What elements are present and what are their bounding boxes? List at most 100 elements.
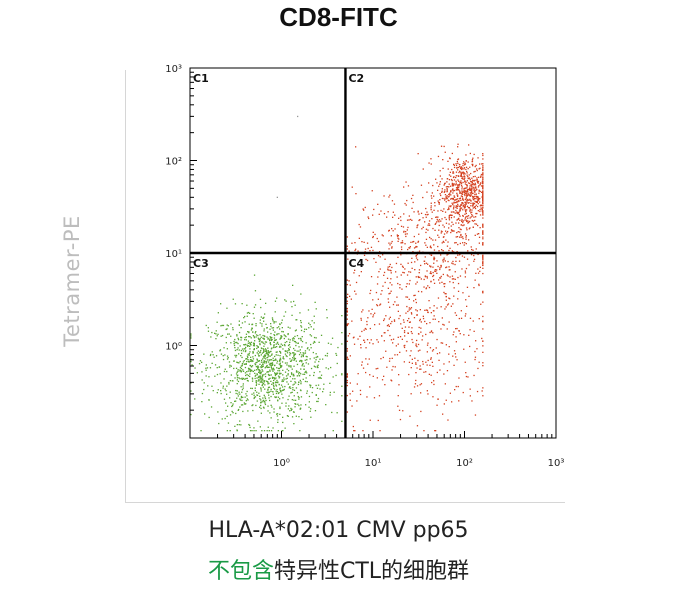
data-point bbox=[448, 186, 450, 188]
data-point bbox=[310, 416, 312, 418]
data-point bbox=[235, 373, 238, 375]
data-point bbox=[451, 278, 454, 280]
data-point bbox=[456, 212, 458, 214]
data-point bbox=[461, 255, 464, 257]
data-point bbox=[274, 372, 276, 374]
data-point bbox=[273, 379, 275, 382]
data-point bbox=[238, 424, 240, 426]
data-point bbox=[251, 393, 253, 395]
data-point bbox=[478, 242, 480, 244]
data-point bbox=[430, 158, 432, 160]
data-point bbox=[346, 311, 348, 313]
data-point bbox=[364, 251, 366, 253]
data-point bbox=[366, 323, 368, 326]
data-point bbox=[388, 325, 390, 327]
data-point bbox=[379, 251, 381, 253]
data-point bbox=[474, 219, 476, 222]
data-point bbox=[370, 289, 372, 292]
data-point bbox=[390, 272, 392, 274]
data-point bbox=[266, 336, 268, 338]
data-point bbox=[445, 293, 447, 295]
data-point bbox=[471, 219, 473, 222]
data-point bbox=[279, 350, 281, 353]
data-point bbox=[391, 369, 393, 371]
data-point bbox=[473, 189, 475, 192]
data-point bbox=[465, 235, 467, 237]
data-point bbox=[298, 346, 300, 348]
data-point bbox=[404, 202, 406, 205]
data-point bbox=[471, 177, 473, 179]
data-point bbox=[257, 366, 259, 369]
data-point bbox=[415, 276, 417, 278]
data-point bbox=[244, 403, 246, 405]
data-point bbox=[425, 207, 427, 210]
data-point bbox=[346, 376, 348, 378]
data-point bbox=[329, 391, 331, 394]
data-point bbox=[279, 406, 281, 408]
data-point bbox=[271, 354, 273, 356]
data-point bbox=[454, 278, 456, 280]
data-point bbox=[467, 202, 469, 204]
data-point bbox=[464, 361, 466, 363]
data-point bbox=[458, 180, 460, 182]
data-point bbox=[270, 395, 272, 398]
data-point bbox=[467, 161, 469, 163]
data-point bbox=[464, 198, 466, 201]
data-point bbox=[397, 395, 399, 397]
data-point bbox=[312, 342, 315, 344]
data-point bbox=[254, 304, 257, 306]
data-point bbox=[254, 340, 256, 342]
data-point bbox=[424, 221, 426, 223]
data-point bbox=[443, 363, 445, 365]
data-point bbox=[247, 331, 249, 333]
data-point bbox=[292, 357, 294, 359]
data-point bbox=[420, 392, 422, 394]
data-point bbox=[210, 336, 212, 338]
data-point bbox=[274, 346, 276, 348]
data-point bbox=[262, 370, 264, 372]
data-point bbox=[364, 248, 367, 250]
data-point bbox=[482, 211, 484, 213]
data-point bbox=[331, 337, 334, 339]
data-point bbox=[391, 266, 393, 269]
data-point bbox=[408, 307, 410, 309]
data-point bbox=[244, 337, 246, 339]
data-point bbox=[470, 216, 472, 218]
data-point bbox=[224, 368, 226, 370]
data-point bbox=[229, 414, 232, 416]
quadrant-label: C1 bbox=[193, 72, 209, 85]
data-point bbox=[354, 430, 356, 432]
data-point bbox=[459, 228, 461, 230]
data-point bbox=[458, 211, 460, 214]
data-point bbox=[241, 322, 244, 324]
caption-rest: 特异性CTL的细胞群 bbox=[273, 559, 470, 584]
data-point bbox=[478, 198, 480, 200]
data-point bbox=[247, 370, 249, 372]
data-point bbox=[448, 223, 450, 225]
data-point bbox=[431, 192, 433, 194]
data-point bbox=[387, 266, 389, 268]
data-point bbox=[474, 350, 476, 353]
data-point bbox=[436, 218, 438, 221]
data-point bbox=[223, 398, 226, 400]
y-tick-label: 10⁰ bbox=[165, 342, 182, 353]
data-point bbox=[311, 391, 313, 394]
data-point bbox=[294, 381, 296, 383]
data-point bbox=[255, 380, 257, 382]
data-point bbox=[457, 282, 460, 285]
data-point bbox=[482, 226, 484, 228]
data-point bbox=[388, 318, 390, 320]
data-point bbox=[249, 375, 251, 378]
data-point bbox=[441, 249, 443, 251]
data-point bbox=[469, 187, 471, 189]
data-point bbox=[261, 325, 263, 327]
data-point bbox=[482, 195, 484, 197]
data-point bbox=[465, 238, 467, 240]
data-point bbox=[293, 375, 295, 377]
data-point bbox=[452, 197, 454, 199]
data-point bbox=[456, 327, 458, 330]
data-point bbox=[212, 354, 214, 356]
data-point bbox=[415, 257, 418, 259]
data-point bbox=[329, 382, 331, 384]
data-point bbox=[379, 430, 381, 432]
